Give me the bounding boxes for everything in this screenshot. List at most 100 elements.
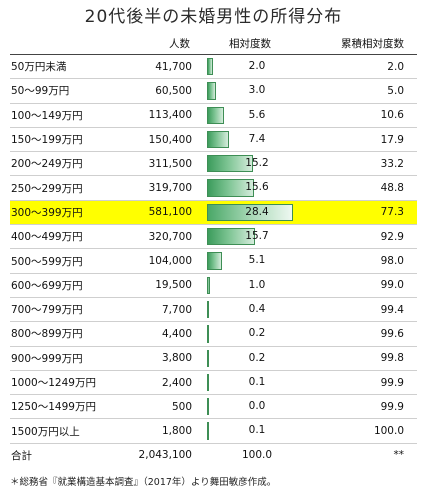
row-count: 19,500: [128, 273, 200, 298]
relative-frequency-bar: [207, 82, 217, 100]
row-relative-cell: 1.0: [200, 273, 300, 298]
row-cumulative: 99.4: [300, 297, 417, 323]
table-row: 1000〜1249万円 2,400 0.1 99.9: [10, 370, 417, 396]
row-count: 150,400: [128, 127, 200, 153]
row-count: 7,700: [128, 297, 200, 323]
table-row: 250〜299万円 319,700 15.6 48.8: [10, 175, 417, 201]
total-count: 2,043,100: [128, 442, 200, 468]
row-relative-cell: 0.1: [200, 418, 300, 444]
row-relative-value: 28.4: [245, 205, 269, 218]
row-relative-value: 2.0: [248, 60, 266, 72]
table-body: 50万円未満 41,700 2.0 2.0 50〜99万円 60,500 3.0 5.0 100…: [10, 54, 417, 444]
row-relative-cell: 0.4: [200, 297, 300, 323]
row-relative-value: 0.1: [248, 424, 266, 437]
row-cumulative: 100.0: [300, 418, 417, 444]
row-relative-cell: 28.4: [200, 200, 300, 226]
row-cumulative: 10.6: [300, 103, 417, 128]
row-relative-value: 7.4: [248, 132, 266, 145]
row-cumulative: 2.0: [300, 54, 417, 80]
row-relative-value: 0.0: [248, 400, 266, 413]
row-count: 311,500: [128, 151, 200, 177]
row-relative-value: 0.2: [248, 351, 266, 364]
row-cumulative: 92.9: [300, 224, 417, 250]
total-relative: 100.0: [241, 448, 273, 461]
total-label: 合計: [10, 442, 128, 468]
row-relative-cell: 0.2: [200, 346, 300, 371]
row-count: 320,700: [128, 224, 200, 250]
row-count: 3,800: [128, 346, 200, 371]
row-cumulative: 99.6: [300, 321, 417, 347]
table-row: 500〜599万円 104,000 5.1 98.0: [10, 248, 417, 274]
row-relative-value: 15.7: [245, 230, 269, 243]
row-relative-cell: 5.6: [200, 103, 300, 128]
row-count: 500: [128, 394, 200, 420]
header-row: 人数 相対度数 累積相対度数: [10, 33, 417, 55]
relative-frequency-bar: [207, 398, 209, 416]
row-cumulative: 99.9: [300, 394, 417, 420]
relative-frequency-bar: [207, 252, 223, 270]
table-row: 1250〜1499万円 500 0.0 99.9: [10, 394, 417, 420]
header-relative-frequency: 相対度数: [200, 33, 300, 55]
row-category: 1000〜1249万円: [10, 370, 128, 396]
table-row: 300〜399万円 581,100 28.4 77.3: [10, 200, 417, 226]
row-category: 200〜249万円: [10, 151, 128, 177]
relative-frequency-bar: [207, 325, 209, 343]
table-row: 900〜999万円 3,800 0.2 99.8: [10, 346, 417, 371]
row-count: 319,700: [128, 175, 200, 201]
row-cumulative: 99.8: [300, 346, 417, 371]
header-category: [10, 33, 128, 55]
row-relative-value: 1.0: [248, 278, 266, 291]
row-cumulative: 17.9: [300, 127, 417, 153]
row-relative-value: 5.1: [248, 254, 266, 267]
relative-frequency-bar: [207, 422, 209, 440]
row-category: 1500万円以上: [10, 418, 128, 444]
row-cumulative: 99.0: [300, 273, 417, 298]
relative-frequency-bar: [207, 106, 224, 124]
row-relative-cell: 5.1: [200, 248, 300, 274]
row-category: 300〜399万円: [10, 200, 128, 226]
row-count: 581,100: [128, 200, 200, 226]
header-count: 人数: [128, 33, 200, 55]
row-cumulative: 77.3: [300, 200, 417, 226]
row-relative-value: 0.2: [248, 327, 266, 340]
relative-frequency-bar: [207, 58, 214, 76]
row-category: 700〜799万円: [10, 297, 128, 323]
table-row: 50〜99万円 60,500 3.0 5.0: [10, 78, 417, 104]
row-relative-cell: 0.1: [200, 370, 300, 396]
row-relative-cell: 2.0: [200, 54, 300, 80]
row-relative-value: 15.2: [245, 157, 269, 170]
relative-frequency-bar: [207, 228, 255, 246]
row-relative-value: 0.4: [248, 302, 266, 315]
row-count: 41,700: [128, 54, 200, 80]
row-cumulative: 48.8: [300, 175, 417, 201]
table-row: 700〜799万円 7,700 0.4 99.4: [10, 297, 417, 323]
relative-frequency-bar: [207, 349, 209, 367]
row-relative-value: 5.6: [248, 108, 266, 121]
table-row: 100〜149万円 113,400 5.6 10.6: [10, 103, 417, 128]
row-relative-value: 15.6: [245, 181, 269, 194]
relative-frequency-bar: [207, 373, 209, 392]
table-row: 800〜899万円 4,400 0.2 99.6: [10, 321, 417, 347]
total-row: 合計 2,043,100 100.0 **: [10, 442, 417, 468]
row-count: 60,500: [128, 78, 200, 104]
row-cumulative: 99.9: [300, 370, 417, 396]
table-row: 200〜249万円 311,500 15.2 33.2: [10, 151, 417, 177]
row-cumulative: 98.0: [300, 248, 417, 274]
table-row: 600〜699万円 19,500 1.0 99.0: [10, 273, 417, 298]
relative-frequency-bar: [207, 130, 230, 149]
row-relative-cell: 0.0: [200, 394, 300, 420]
row-category: 600〜699万円: [10, 273, 128, 298]
row-category: 150〜199万円: [10, 127, 128, 153]
total-relative-cell: 100.0: [200, 442, 300, 468]
relative-frequency-bar: [207, 203, 293, 222]
row-category: 800〜899万円: [10, 321, 128, 347]
table-row: 50万円未満 41,700 2.0 2.0: [10, 54, 417, 80]
row-relative-cell: 0.2: [200, 321, 300, 347]
row-relative-cell: 15.7: [200, 224, 300, 250]
relative-frequency-bar: [207, 300, 209, 319]
row-category: 250〜299万円: [10, 175, 128, 201]
income-distribution-table: 人数 相対度数 累積相対度数 50万円未満 41,700 2.0 2.0 50〜99万円…: [10, 33, 417, 468]
chart-title: 20代後半の未婚男性の所得分布: [84, 7, 343, 27]
header-cumulative-frequency: 累積相対度数: [300, 33, 417, 55]
row-category: 900〜999万円: [10, 346, 128, 371]
